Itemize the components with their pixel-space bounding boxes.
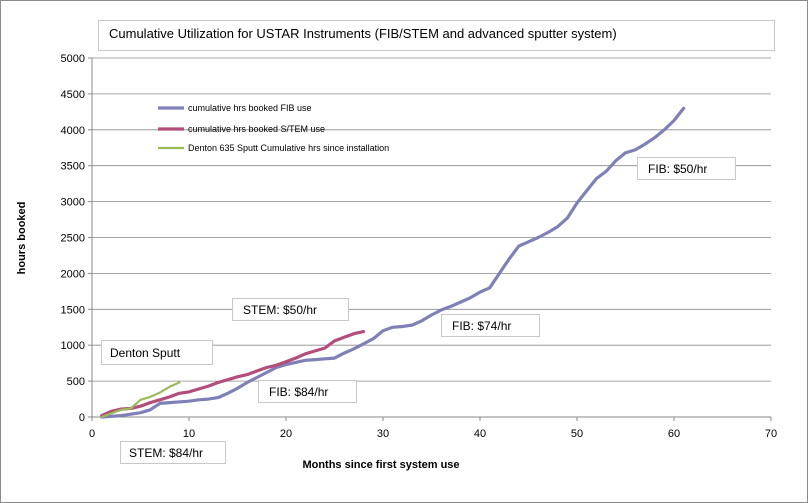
legend: cumulative hrs booked FIB use cumulative … <box>158 103 389 153</box>
x-tick-0: 0 <box>89 428 95 440</box>
legend-stem-entry: cumulative hrs booked S/TEM use <box>158 124 325 134</box>
y-tick-4500: 4500 <box>61 89 85 101</box>
series-denton-line <box>100 381 181 419</box>
x-tick-30: 30 <box>377 428 389 440</box>
x-axis-label: Months since first system use <box>302 459 459 471</box>
legend-denton-label: Denton 635 Sputt Cumulative hrs since in… <box>188 143 389 153</box>
x-tick-60: 60 <box>668 428 680 440</box>
y-tick-5000: 5000 <box>61 53 85 65</box>
y-tick-1500: 1500 <box>61 304 85 316</box>
series-stem-line <box>100 330 366 418</box>
y-axis-label: hours booked <box>16 202 28 275</box>
y-tick-500: 500 <box>67 376 85 388</box>
y-tick-3000: 3000 <box>61 197 85 209</box>
y-tick-4000: 4000 <box>61 125 85 137</box>
legend-stem-label: cumulative hrs booked S/TEM use <box>188 124 325 134</box>
x-tick-50: 50 <box>571 428 583 440</box>
axes <box>88 57 772 421</box>
y-tick-3500: 3500 <box>61 161 85 173</box>
series-lines <box>100 106 686 419</box>
x-tick-10: 10 <box>183 428 195 440</box>
annotation-stem-84: STEM: $84/hr <box>120 441 226 464</box>
annotation-fib-50: FIB: $50/hr <box>637 157 736 180</box>
y-tick-2500: 2500 <box>61 233 85 245</box>
legend-fib-label: cumulative hrs booked FIB use <box>188 103 312 113</box>
chart-title: Cumulative Utilization for USTAR Instrum… <box>98 20 775 51</box>
annotation-fib-84: FIB: $84/hr <box>258 380 357 403</box>
annotation-denton-sputt: Denton Sputt <box>101 340 213 365</box>
y-tick-1000: 1000 <box>61 340 85 352</box>
legend-denton-entry: Denton 635 Sputt Cumulative hrs since in… <box>158 143 389 153</box>
y-tick-2000: 2000 <box>61 268 85 280</box>
y-tick-0: 0 <box>79 412 85 424</box>
x-tick-40: 40 <box>474 428 486 440</box>
x-tick-20: 20 <box>280 428 292 440</box>
annotation-stem-50: STEM: $50/hr <box>232 298 349 321</box>
annotation-fib-74: FIB: $74/hr <box>441 314 540 337</box>
x-tick-70: 70 <box>765 428 777 440</box>
legend-fib-entry: cumulative hrs booked FIB use <box>158 103 312 113</box>
tick-labels: 0500100015002000250030003500400045005000… <box>61 53 778 440</box>
series-fib-line <box>100 106 686 419</box>
